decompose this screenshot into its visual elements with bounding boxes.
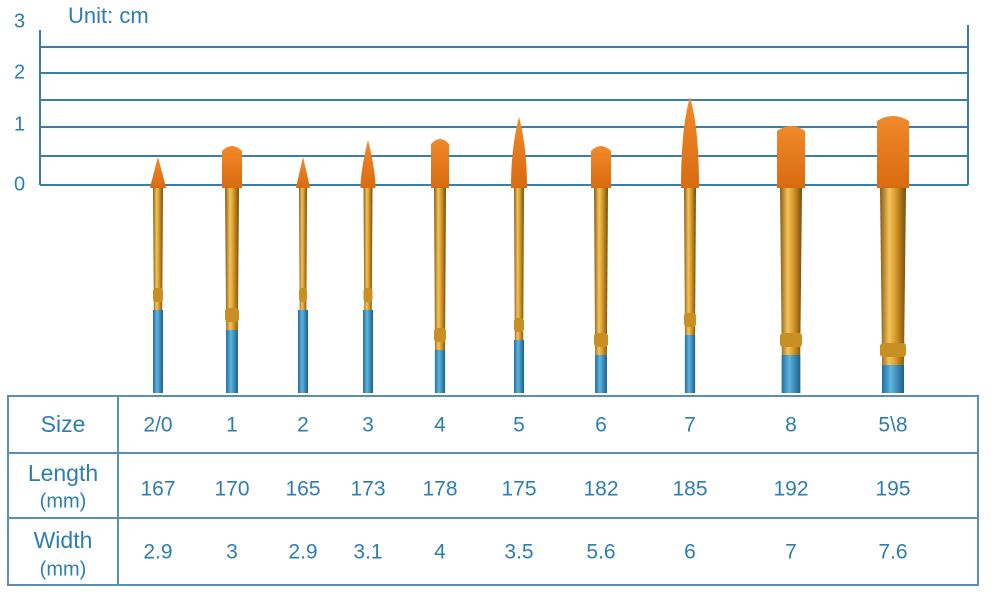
table-cell: 2.9 bbox=[288, 541, 317, 564]
ruler-label: 0 bbox=[14, 173, 25, 195]
brush-handle bbox=[363, 310, 373, 393]
table-cell: 167 bbox=[140, 478, 175, 501]
table-border bbox=[7, 395, 979, 586]
table-cell: 3 bbox=[362, 414, 374, 437]
brush-handle bbox=[595, 355, 607, 393]
table-cell: 173 bbox=[350, 478, 385, 501]
unit-label: Unit: cm bbox=[68, 3, 149, 28]
row-unit: (mm) bbox=[40, 490, 87, 512]
brush-ferrule bbox=[434, 188, 446, 350]
table-cell: 4 bbox=[434, 541, 446, 564]
brush-bristles bbox=[591, 146, 611, 188]
brush-ferrule bbox=[299, 188, 307, 310]
table-cell: 2/0 bbox=[143, 414, 172, 437]
table-cell: 5.6 bbox=[586, 541, 615, 564]
brush-bristles bbox=[681, 97, 699, 188]
brush-bristles bbox=[296, 157, 310, 188]
table-cell: 175 bbox=[501, 478, 536, 501]
table-cell: 6 bbox=[684, 541, 696, 564]
brush-crimp bbox=[780, 333, 802, 347]
row-unit: (mm) bbox=[40, 558, 87, 580]
row-label: Length bbox=[28, 460, 98, 486]
brushes bbox=[150, 97, 909, 393]
table-cell: 178 bbox=[422, 478, 457, 501]
table-cell: 182 bbox=[583, 478, 618, 501]
brush-crimp bbox=[684, 313, 696, 327]
brush-crimp bbox=[299, 288, 307, 302]
brush-crimp bbox=[153, 288, 163, 302]
ruler-label: 2 bbox=[14, 61, 25, 83]
brush-handle bbox=[226, 330, 238, 393]
ruler bbox=[39, 25, 969, 186]
brush-ferrule bbox=[880, 188, 906, 365]
brush-ferrule bbox=[153, 188, 163, 310]
table-cell: 7 bbox=[684, 414, 696, 437]
brush-handle bbox=[153, 310, 163, 393]
table-cell: 7.6 bbox=[878, 541, 907, 564]
brush-ferrule bbox=[684, 188, 696, 335]
table-cell: 195 bbox=[875, 478, 910, 501]
brush-ferrule bbox=[514, 188, 524, 340]
brush-bristles bbox=[777, 126, 805, 188]
table-cell: 3 bbox=[226, 541, 238, 564]
table-cell: 7 bbox=[785, 541, 797, 564]
brush-handle bbox=[298, 310, 308, 393]
brush-bristles bbox=[431, 139, 449, 188]
table-cell: 3.5 bbox=[504, 541, 533, 564]
table-cell: 2 bbox=[297, 414, 309, 437]
table-cell: 6 bbox=[595, 414, 607, 437]
table-cell: 170 bbox=[214, 478, 249, 501]
ruler-label: 3 bbox=[14, 10, 25, 32]
table-cell: 5\8 bbox=[878, 414, 907, 437]
brush-bristles bbox=[222, 146, 242, 188]
size-table bbox=[7, 395, 979, 586]
brush-ferrule bbox=[225, 188, 239, 330]
brush-handle bbox=[881, 365, 905, 393]
table-cell: 2.9 bbox=[143, 541, 172, 564]
table-cell: 5 bbox=[513, 414, 525, 437]
row-label: Size bbox=[41, 411, 86, 437]
brush-bristles bbox=[150, 157, 166, 188]
brush-handle bbox=[434, 350, 446, 393]
brush-handle bbox=[781, 355, 801, 393]
brush-crimp bbox=[363, 288, 373, 302]
table-cell: 4 bbox=[434, 414, 446, 437]
ruler-label: 1 bbox=[14, 113, 25, 135]
brush-ferrule bbox=[594, 188, 608, 355]
brush-crimp bbox=[880, 343, 906, 357]
table-cell: 8 bbox=[785, 414, 797, 437]
brush-crimp bbox=[434, 328, 446, 342]
brush-ferrule bbox=[780, 188, 802, 355]
row-label: Width bbox=[34, 527, 93, 553]
table-cell: 3.1 bbox=[353, 541, 382, 564]
table-cell: 1 bbox=[226, 414, 238, 437]
brush-crimp bbox=[225, 308, 239, 322]
brush-handle bbox=[514, 340, 524, 393]
brush-ferrule bbox=[363, 188, 373, 310]
table-cell: 192 bbox=[773, 478, 808, 501]
brush-handle bbox=[684, 335, 696, 393]
brush-crimp bbox=[594, 333, 608, 347]
brush-bristles bbox=[360, 140, 376, 188]
brush-crimp bbox=[514, 318, 524, 332]
table-cell: 165 bbox=[285, 478, 320, 501]
brush-bristles bbox=[877, 116, 909, 188]
table-cell: 185 bbox=[672, 478, 707, 501]
brush-bristles bbox=[511, 117, 527, 188]
